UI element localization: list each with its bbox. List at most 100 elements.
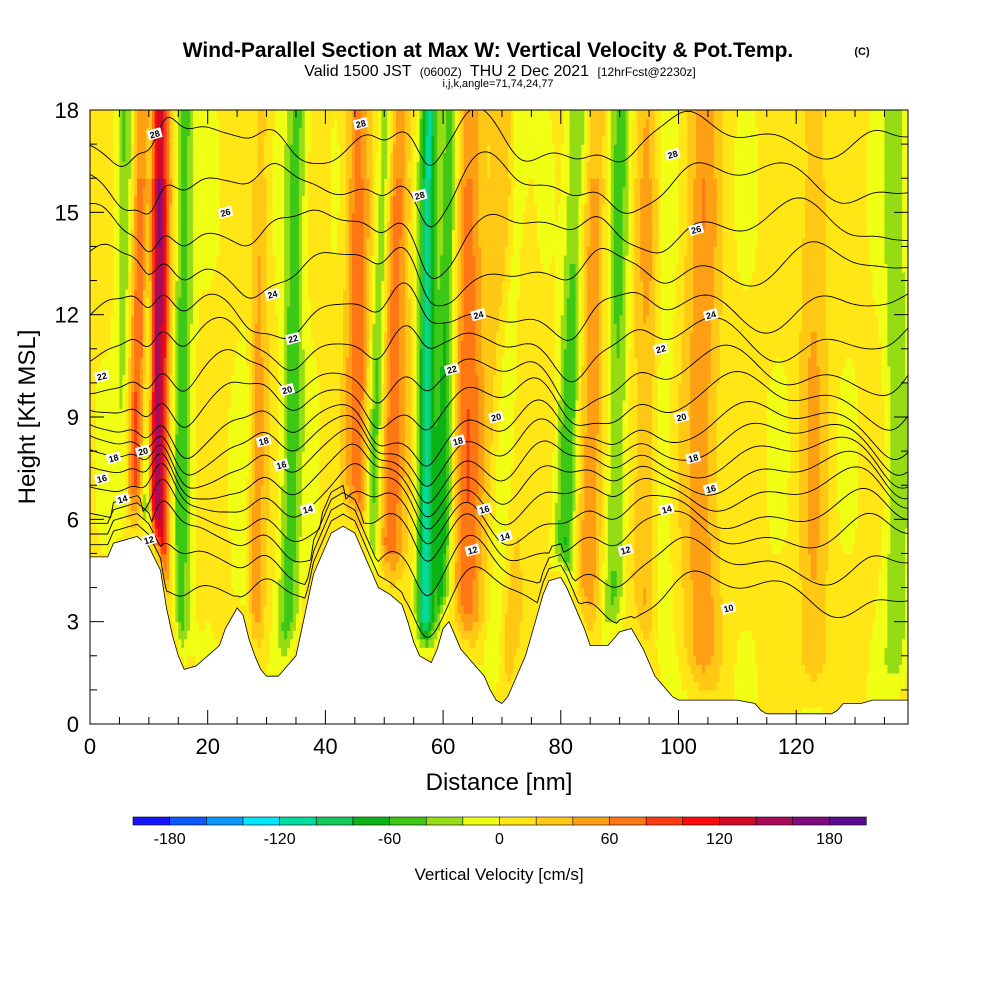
velocity-cell bbox=[125, 468, 129, 478]
velocity-cell bbox=[240, 254, 244, 265]
velocity-cell bbox=[201, 272, 206, 282]
velocity-cell bbox=[154, 254, 159, 265]
velocity-cell bbox=[251, 638, 256, 648]
velocity-cell bbox=[272, 374, 276, 384]
velocity-cell bbox=[213, 399, 218, 410]
velocity-cell bbox=[269, 613, 274, 623]
velocity-cell bbox=[122, 357, 126, 367]
velocity-cell bbox=[131, 331, 135, 341]
velocity-cell bbox=[190, 519, 194, 529]
velocity-cell bbox=[119, 229, 123, 239]
velocity-cell bbox=[192, 434, 197, 444]
velocity-cell bbox=[213, 604, 218, 614]
velocity-cell bbox=[266, 493, 271, 503]
velocity-cell bbox=[234, 459, 238, 469]
velocity-cell bbox=[257, 161, 262, 171]
velocity-cell bbox=[272, 382, 276, 393]
velocity-cell bbox=[169, 468, 173, 478]
velocity-cell bbox=[142, 237, 147, 248]
velocity-cell bbox=[128, 442, 132, 452]
velocity-cell bbox=[234, 391, 238, 401]
velocity-cell bbox=[128, 519, 132, 529]
velocity-cell bbox=[113, 399, 118, 410]
velocity-cell bbox=[178, 519, 182, 529]
velocity-cell bbox=[134, 289, 138, 299]
velocity-cell bbox=[148, 306, 153, 316]
velocity-cell bbox=[228, 374, 232, 384]
velocity-cell bbox=[248, 451, 253, 461]
velocity-cell bbox=[222, 502, 226, 512]
velocity-cell bbox=[169, 144, 173, 154]
velocity-cell bbox=[157, 314, 162, 324]
velocity-cell bbox=[169, 110, 173, 120]
velocity-cell bbox=[172, 195, 176, 205]
velocity-cell bbox=[204, 502, 209, 512]
velocity-cell bbox=[195, 127, 200, 137]
velocity-cell bbox=[187, 442, 191, 452]
velocity-cell bbox=[213, 135, 218, 145]
velocity-cell bbox=[245, 246, 250, 256]
velocity-cell bbox=[269, 408, 274, 418]
velocity-cell bbox=[175, 212, 179, 222]
velocity-cell bbox=[219, 442, 224, 452]
velocity-cell bbox=[266, 340, 271, 350]
velocity-cell bbox=[163, 451, 168, 461]
velocity-cell bbox=[160, 323, 165, 333]
velocity-cell bbox=[131, 391, 135, 401]
velocity-cell bbox=[284, 365, 288, 375]
velocity-cell bbox=[178, 203, 182, 213]
velocity-cell bbox=[275, 399, 279, 410]
velocity-cell bbox=[257, 647, 262, 657]
velocity-cell bbox=[107, 237, 112, 248]
velocity-cell bbox=[254, 536, 259, 546]
velocity-cell bbox=[251, 459, 256, 469]
velocity-cell bbox=[263, 314, 268, 324]
velocity-cell bbox=[210, 110, 215, 120]
velocity-cell bbox=[190, 510, 194, 520]
velocity-cell bbox=[90, 459, 94, 469]
velocity-cell bbox=[269, 118, 274, 128]
velocity-cell bbox=[243, 391, 247, 401]
velocity-cell bbox=[198, 161, 203, 171]
velocity-cell bbox=[151, 118, 156, 128]
velocity-cell bbox=[148, 169, 153, 179]
velocity-cell bbox=[140, 135, 144, 145]
velocity-cell bbox=[181, 144, 185, 154]
velocity-cell bbox=[172, 331, 176, 341]
velocity-cell bbox=[190, 502, 194, 512]
velocity-cell bbox=[201, 408, 206, 418]
velocity-cell bbox=[207, 331, 212, 341]
velocity-cell bbox=[287, 425, 291, 435]
velocity-cell bbox=[137, 391, 141, 401]
velocity-cell bbox=[243, 280, 247, 290]
velocity-cell bbox=[281, 391, 285, 401]
velocity-cell bbox=[92, 246, 97, 256]
velocity-cell bbox=[228, 220, 232, 230]
velocity-cell bbox=[90, 468, 94, 478]
velocity-cell bbox=[216, 220, 221, 230]
velocity-cell bbox=[184, 382, 188, 393]
velocity-cell bbox=[231, 297, 235, 307]
velocity-cell bbox=[125, 289, 129, 299]
velocity-cell bbox=[281, 178, 285, 188]
velocity-cell bbox=[207, 323, 212, 333]
velocity-cell bbox=[107, 493, 112, 503]
velocity-cell bbox=[148, 144, 153, 154]
velocity-cell bbox=[210, 365, 215, 375]
velocity-cell bbox=[145, 434, 150, 444]
velocity-cell bbox=[187, 468, 191, 478]
velocity-cell bbox=[263, 459, 268, 469]
velocity-cell bbox=[151, 263, 156, 273]
velocity-cell bbox=[169, 587, 173, 597]
velocity-cell bbox=[213, 544, 218, 555]
velocity-cell bbox=[234, 544, 238, 555]
velocity-cell bbox=[181, 417, 185, 427]
velocity-cell bbox=[201, 579, 206, 589]
velocity-cell bbox=[134, 365, 138, 375]
velocity-cell bbox=[293, 638, 297, 648]
velocity-cell bbox=[243, 169, 247, 179]
velocity-cell bbox=[154, 289, 159, 299]
velocity-cell bbox=[142, 212, 147, 222]
velocity-cell bbox=[225, 442, 229, 452]
velocity-cell bbox=[254, 280, 259, 290]
